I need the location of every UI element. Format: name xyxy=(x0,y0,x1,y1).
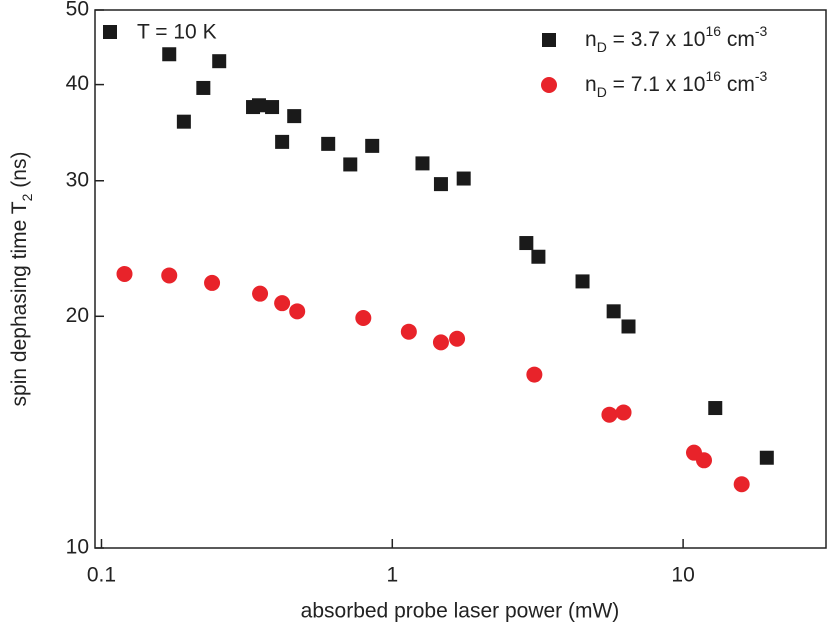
point xyxy=(116,265,133,282)
point xyxy=(621,319,636,334)
x-tick-label: 1 xyxy=(386,564,398,587)
legend-label: nD = 7.1 x 1016 cm-3 xyxy=(585,68,768,100)
point xyxy=(176,114,191,129)
point xyxy=(355,309,372,326)
text-part: -3 xyxy=(755,68,768,84)
point xyxy=(531,249,546,264)
point xyxy=(274,295,291,312)
point xyxy=(287,109,302,124)
annotation: T = 10 K xyxy=(137,21,217,44)
point xyxy=(575,274,590,289)
point xyxy=(526,366,543,383)
point xyxy=(204,274,221,291)
point xyxy=(415,156,430,171)
point xyxy=(196,80,211,95)
point xyxy=(400,323,417,340)
x-tick-label: 0.1 xyxy=(87,564,116,587)
text-part: (ns) xyxy=(8,152,31,194)
legend-marker xyxy=(542,33,556,47)
legend-label: nD = 3.7 x 1016 cm-3 xyxy=(585,23,768,55)
text-part: cm xyxy=(721,28,755,51)
point xyxy=(289,303,306,320)
y-tick-label: 40 xyxy=(66,72,89,95)
point xyxy=(606,304,621,319)
text-part: 16 xyxy=(705,23,721,39)
y-tick-label: 10 xyxy=(66,536,89,559)
y-tick-label: 20 xyxy=(66,304,89,327)
annotation-marker xyxy=(103,25,117,39)
text-part: n xyxy=(585,73,597,96)
point xyxy=(252,285,269,302)
point xyxy=(432,334,449,351)
x-axis-label: absorbed probe laser power (mW) xyxy=(301,600,620,623)
point xyxy=(212,54,227,69)
point xyxy=(519,236,534,251)
point xyxy=(615,404,632,421)
point xyxy=(696,452,713,469)
point xyxy=(708,401,723,416)
text-part: = 3.7 x 10 xyxy=(607,28,706,51)
point xyxy=(161,267,178,284)
point xyxy=(733,476,750,493)
text-part: 16 xyxy=(705,68,721,84)
text-part: D xyxy=(597,84,607,100)
point xyxy=(456,171,471,186)
text-part: D xyxy=(597,39,607,55)
point xyxy=(251,98,266,113)
text-part: -3 xyxy=(755,23,768,39)
y-axis-label: spin dephasing time T2 (ns) xyxy=(8,152,35,407)
point xyxy=(321,136,336,151)
text-part: = 7.1 x 10 xyxy=(607,73,706,96)
legend-marker xyxy=(541,77,557,93)
y-tick-label: 50 xyxy=(66,0,89,21)
x-tick-label: 10 xyxy=(671,564,694,587)
point xyxy=(162,47,177,62)
plot-frame xyxy=(94,9,827,549)
point xyxy=(601,406,618,423)
point xyxy=(433,177,448,192)
point xyxy=(275,134,290,149)
point xyxy=(759,450,774,465)
text-part: 2 xyxy=(19,193,35,201)
text-part: cm xyxy=(721,73,755,96)
point xyxy=(449,330,466,347)
point xyxy=(343,157,358,172)
text-part: spin dephasing time T xyxy=(8,201,31,406)
y-tick-label: 30 xyxy=(66,168,89,191)
point xyxy=(365,138,380,153)
text-part: n xyxy=(585,28,597,51)
point xyxy=(265,100,280,115)
